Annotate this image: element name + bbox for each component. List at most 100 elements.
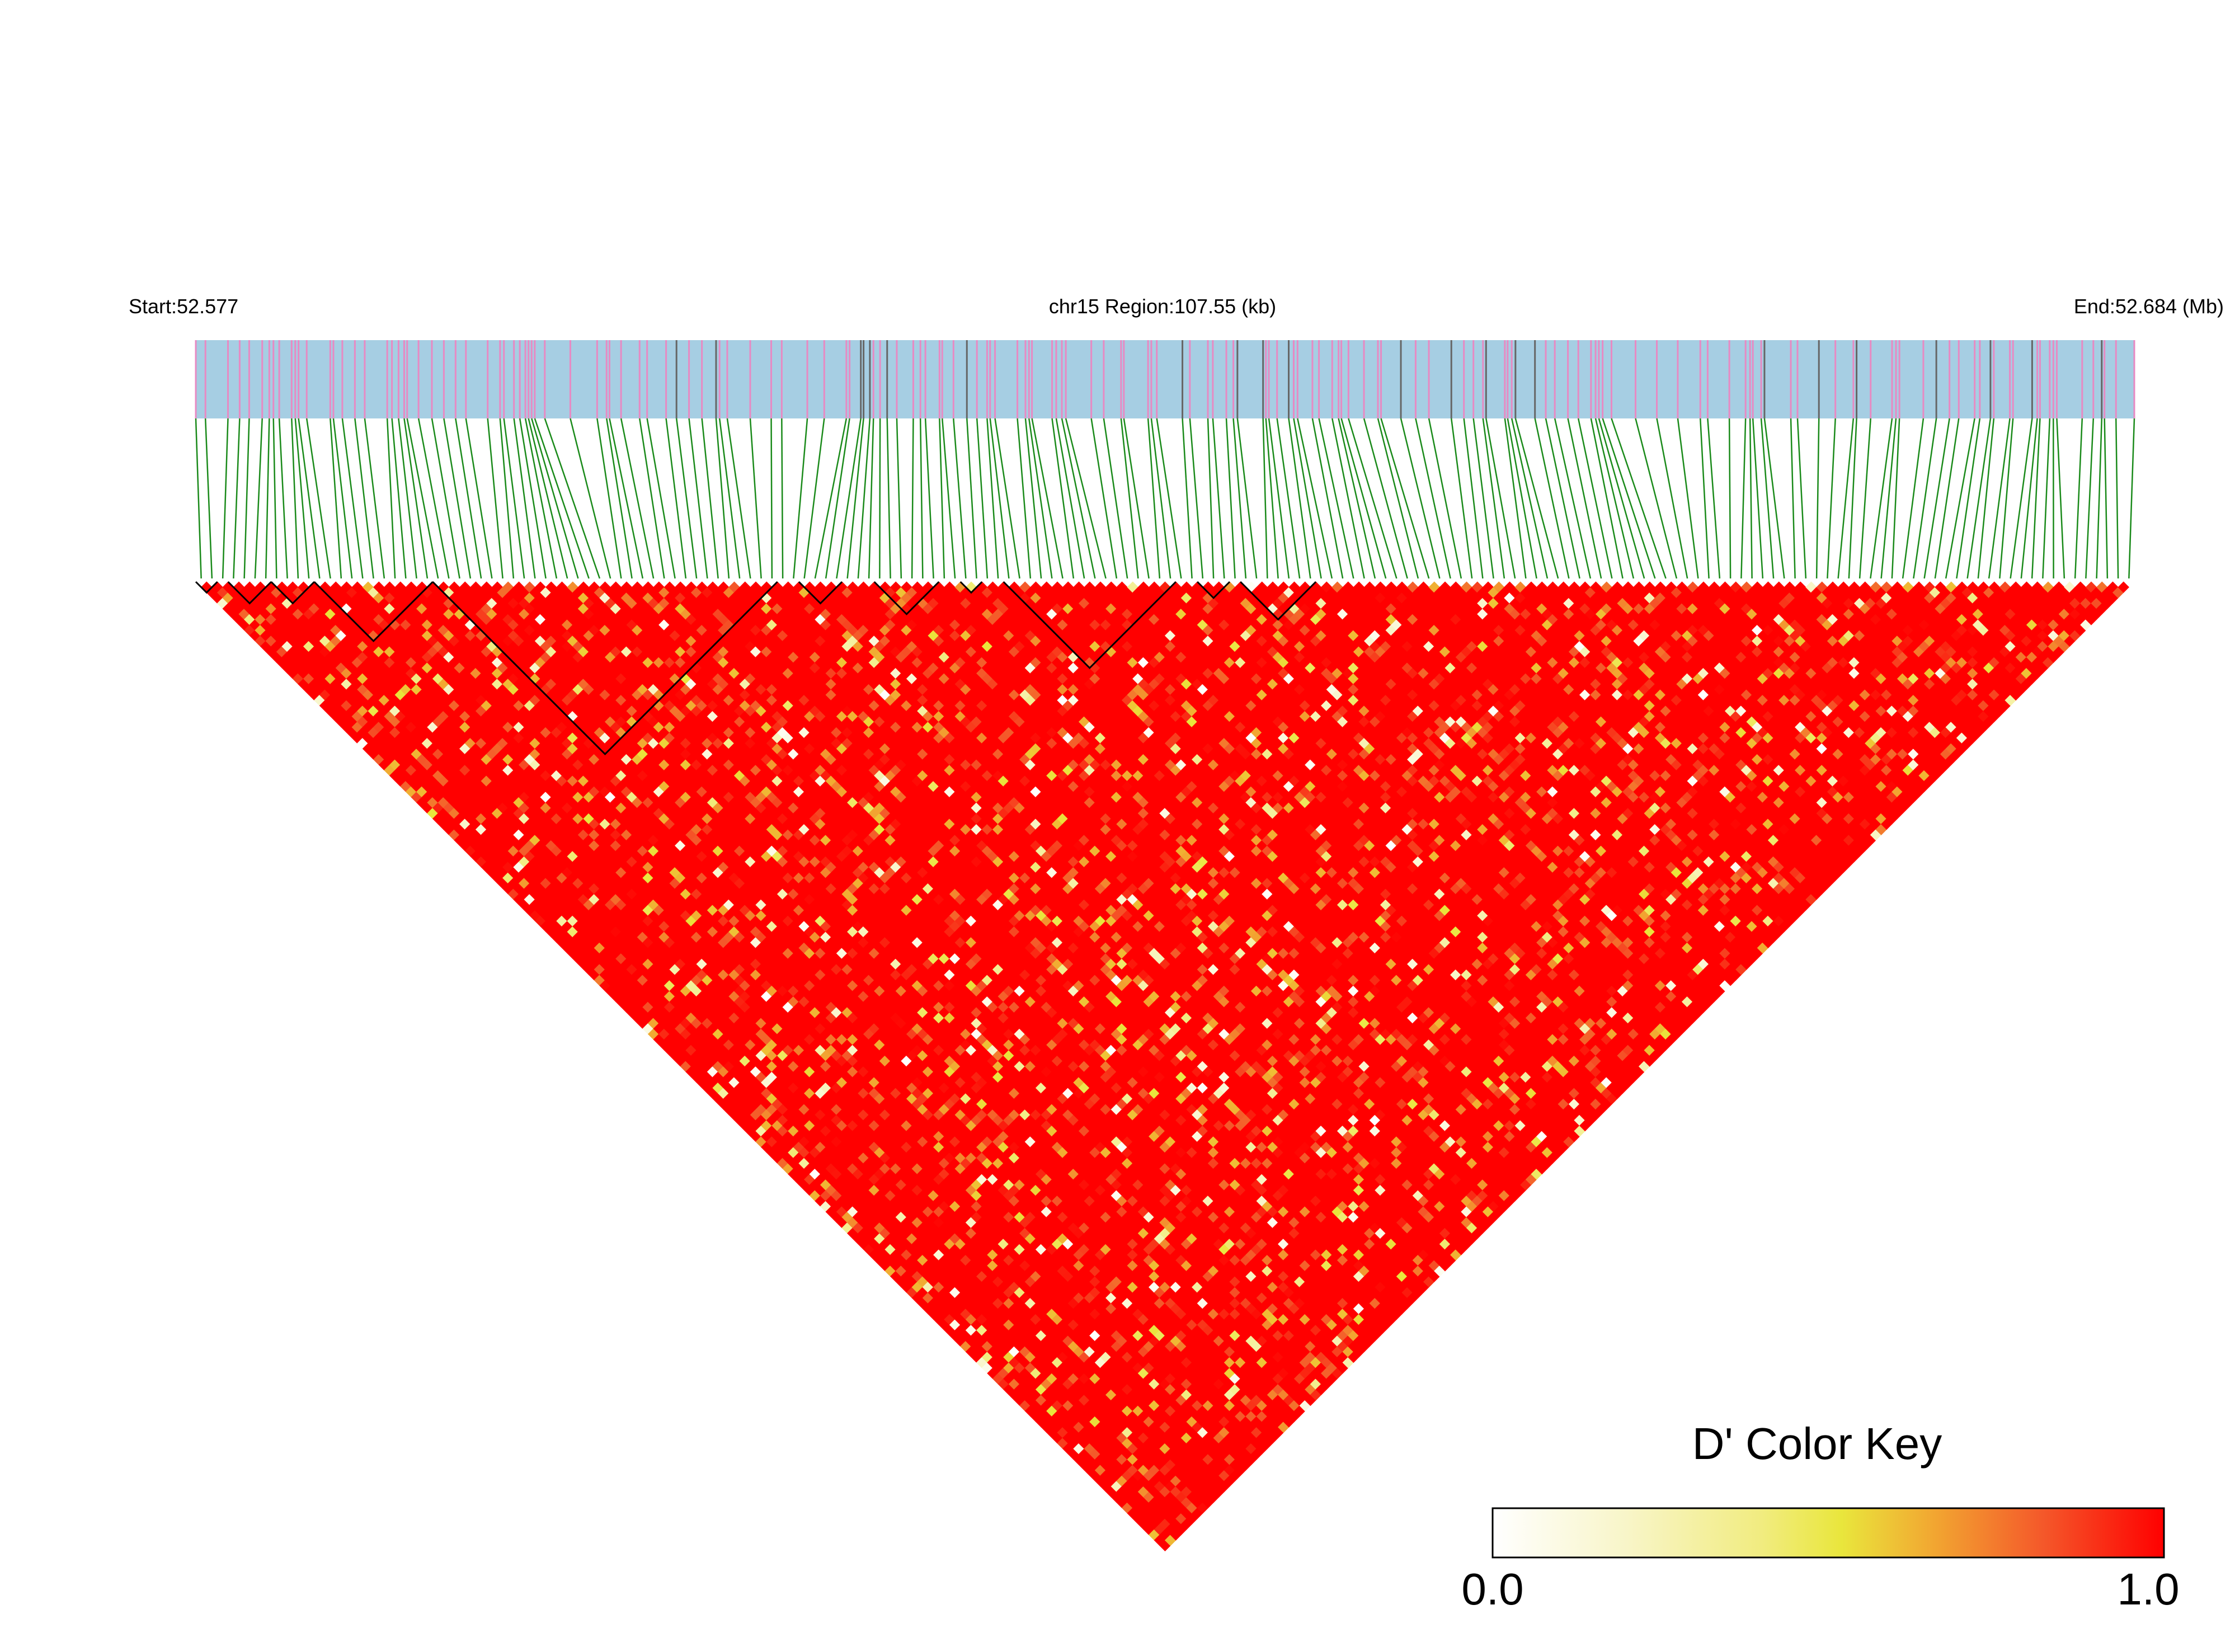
snp-connector <box>417 418 450 579</box>
ld-cell <box>540 845 552 857</box>
ld-cell <box>550 856 563 868</box>
ld-cell <box>647 1018 660 1029</box>
ld-cell <box>933 1249 945 1261</box>
ld-cell <box>524 904 535 916</box>
ld-cell <box>448 764 460 776</box>
ld-cell <box>702 1049 713 1062</box>
ld-cell <box>680 1028 692 1040</box>
ld-cell <box>529 899 541 911</box>
snp-connector <box>868 418 874 579</box>
ld-cell <box>632 969 643 981</box>
snp-connector <box>1763 418 1785 579</box>
ld-cell <box>928 1297 939 1309</box>
ld-cell <box>647 985 660 997</box>
ld-cell <box>459 775 471 787</box>
ld-cell <box>577 936 590 949</box>
snp-connector <box>265 418 270 579</box>
snp-connector <box>1103 418 1128 579</box>
ld-cell <box>1121 1470 1133 1481</box>
ld-cell <box>825 1195 837 1207</box>
snp-connector <box>1602 418 1656 579</box>
ld-cell <box>373 732 385 744</box>
ld-cell <box>690 1071 703 1083</box>
ld-cell <box>836 1152 848 1164</box>
snp-connector <box>1507 418 1537 579</box>
ld-cell <box>782 1152 794 1164</box>
ld-cell <box>589 958 600 970</box>
ld-cell <box>319 689 331 701</box>
ld-cell <box>271 587 283 599</box>
ld-cell <box>987 1335 999 1347</box>
ld-cell <box>954 1335 966 1347</box>
ld-cell <box>389 759 401 771</box>
ld-cell <box>728 1044 740 1056</box>
ld-cell <box>820 1168 832 1180</box>
ld-cell <box>976 1335 988 1347</box>
ld-cell <box>405 775 417 787</box>
ld-cell <box>626 942 638 954</box>
ld-cell <box>793 1131 805 1142</box>
snp-connector <box>398 418 417 579</box>
ld-cell <box>895 1222 907 1234</box>
ld-cell <box>443 770 455 782</box>
ld-cell <box>658 975 670 986</box>
ld-cell <box>884 1233 896 1245</box>
ld-cell <box>567 904 578 916</box>
ld-cell <box>642 1023 654 1035</box>
ld-cell <box>298 603 309 615</box>
ld-cell <box>750 1055 762 1067</box>
ld-cell <box>341 700 352 712</box>
ld-cell <box>712 1018 724 1029</box>
ld-cell <box>798 1125 810 1137</box>
ld-cell <box>298 624 309 636</box>
ld-cell <box>303 641 315 652</box>
ld-cell <box>507 823 520 835</box>
ld-cell <box>540 867 552 878</box>
ld-cell <box>599 936 611 949</box>
snp-connector <box>1055 418 1085 579</box>
ld-cell <box>1067 1394 1080 1406</box>
ld-cell <box>389 705 401 717</box>
snp-connector <box>2010 418 2033 579</box>
ld-cell <box>400 748 412 760</box>
ld-cell <box>922 1260 934 1272</box>
ld-cell <box>1062 1432 1074 1444</box>
ld-cell <box>664 969 676 981</box>
ld-cell <box>335 694 347 706</box>
ld-cell <box>702 1006 713 1019</box>
snp-connector <box>298 418 321 579</box>
ld-cell <box>497 877 509 889</box>
ld-cell <box>411 748 422 760</box>
snp-connector <box>1880 418 1897 579</box>
ld-cell <box>583 953 595 964</box>
ld-cell <box>750 1088 762 1099</box>
ld-cell <box>669 1039 681 1051</box>
ld-cell <box>281 651 293 663</box>
ld-cell <box>1024 1351 1037 1363</box>
ld-cell <box>944 1303 956 1315</box>
ld-cell <box>314 630 326 642</box>
ld-cell <box>626 931 638 943</box>
ld-cell <box>368 737 379 749</box>
ld-cell <box>308 678 320 690</box>
ld-cell <box>470 818 482 830</box>
ld-cell <box>690 1018 703 1029</box>
ld-cell <box>470 775 482 787</box>
ld-cell <box>561 942 573 954</box>
ld-cell <box>324 705 336 717</box>
ld-cell <box>815 1152 826 1164</box>
ld-cell <box>411 770 422 782</box>
ld-cell <box>1041 1357 1052 1368</box>
ld-cell <box>728 1066 740 1078</box>
ld-cell <box>632 958 643 970</box>
ld-cell <box>303 684 315 695</box>
ld-cell <box>637 996 649 1008</box>
ld-cell <box>868 1217 880 1229</box>
ld-cell <box>718 1033 730 1046</box>
snp-connector <box>487 418 504 579</box>
ld-cell <box>852 1211 864 1223</box>
ld-cell <box>863 1201 875 1212</box>
ld-cell <box>733 1039 746 1051</box>
snp-connector <box>1594 418 1635 579</box>
ld-cell <box>1111 1491 1123 1503</box>
